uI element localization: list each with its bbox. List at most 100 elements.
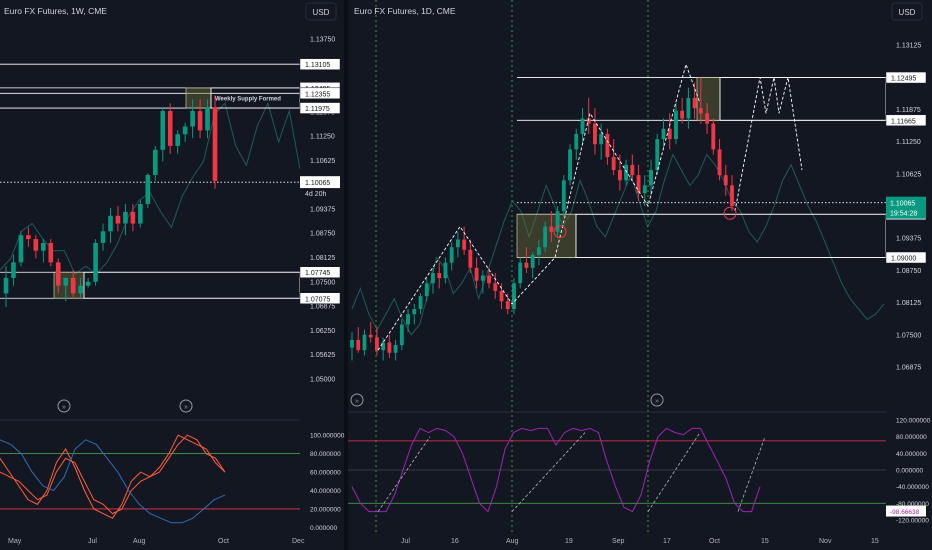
candle-body[interactable]	[449, 247, 454, 263]
candle-body[interactable]	[462, 239, 467, 250]
candle-body[interactable]	[493, 283, 498, 291]
candle-body[interactable]	[499, 290, 504, 302]
candle-body[interactable]	[580, 118, 585, 134]
candle-body[interactable]	[599, 133, 604, 145]
candle-body[interactable]	[123, 211, 128, 224]
candle-body[interactable]	[649, 169, 653, 186]
candle-body[interactable]	[555, 211, 560, 232]
candle-body[interactable]	[356, 339, 361, 351]
candle-body[interactable]	[505, 301, 510, 310]
candle-body[interactable]	[723, 175, 728, 186]
candle-body[interactable]	[636, 175, 641, 194]
candle-body[interactable]	[431, 272, 435, 284]
replay-icon[interactable]: »	[350, 393, 364, 407]
candle-body[interactable]	[536, 247, 541, 255]
candle-body[interactable]	[393, 345, 398, 353]
panel-divider[interactable]	[344, 0, 348, 550]
candle-body[interactable]	[512, 283, 516, 310]
candle-body[interactable]	[468, 249, 473, 268]
candle-body[interactable]	[175, 134, 180, 146]
pivot-marker-circle[interactable]	[553, 225, 567, 239]
candle-body[interactable]	[381, 342, 386, 351]
candle-body[interactable]	[182, 126, 188, 135]
candle-body[interactable]	[692, 97, 697, 109]
candle-body[interactable]	[642, 185, 647, 194]
candle-body[interactable]	[611, 157, 616, 170]
candle-body[interactable]	[399, 324, 404, 346]
candle-body[interactable]	[661, 128, 666, 140]
candle-body[interactable]	[115, 215, 121, 224]
candle-body[interactable]	[561, 180, 566, 212]
candle-body[interactable]	[205, 107, 210, 131]
candle-body[interactable]	[100, 231, 106, 243]
candle-body[interactable]	[130, 211, 136, 224]
candle-body[interactable]	[474, 267, 479, 281]
candle-body[interactable]	[730, 185, 734, 207]
candle-body[interactable]	[605, 133, 610, 158]
candle-body[interactable]	[524, 262, 529, 268]
candle-body[interactable]	[93, 242, 98, 282]
candle-body[interactable]	[686, 97, 691, 119]
candle-body[interactable]	[680, 110, 685, 119]
candle-body[interactable]	[138, 204, 143, 224]
candle-body[interactable]	[455, 239, 460, 248]
candle-body[interactable]	[362, 334, 367, 351]
candle-body[interactable]	[593, 123, 597, 145]
candle-body[interactable]	[63, 277, 69, 286]
candle-body[interactable]	[55, 262, 61, 286]
right-chart-panel[interactable]: 1.131251.125001.118751.112501.106251.100…	[348, 0, 932, 550]
candle-body[interactable]	[617, 169, 622, 181]
candle-body[interactable]	[674, 110, 678, 140]
candle-body[interactable]	[41, 242, 46, 251]
candle-body[interactable]	[549, 226, 554, 232]
candle-body[interactable]	[160, 110, 166, 150]
replay-icon[interactable]: »	[179, 399, 193, 413]
candle-body[interactable]	[406, 314, 410, 325]
candle-body[interactable]	[530, 254, 535, 268]
candle-body[interactable]	[443, 262, 448, 279]
candle-body[interactable]	[655, 139, 660, 170]
candle-body[interactable]	[717, 149, 722, 176]
candle-body[interactable]	[167, 110, 173, 146]
candle-body[interactable]	[667, 128, 672, 140]
candle-body[interactable]	[711, 123, 716, 150]
candle-body[interactable]	[418, 296, 423, 310]
candle-body[interactable]	[85, 281, 91, 286]
candle-body[interactable]	[412, 309, 417, 315]
candle-body[interactable]	[18, 235, 24, 263]
candle-body[interactable]	[630, 164, 635, 176]
candle-body[interactable]	[368, 334, 373, 338]
candle-body[interactable]	[3, 277, 9, 294]
candle-body[interactable]	[487, 275, 491, 284]
candle-body[interactable]	[212, 107, 218, 181]
candle-body[interactable]	[190, 110, 195, 127]
candle-body[interactable]	[437, 272, 442, 279]
candle-body[interactable]	[424, 283, 429, 297]
candle-body[interactable]	[586, 118, 591, 124]
candle-body[interactable]	[574, 133, 579, 150]
candle-body[interactable]	[705, 113, 710, 124]
replay-icon[interactable]: »	[57, 399, 71, 413]
candle-body[interactable]	[78, 285, 83, 294]
candle-body[interactable]	[374, 337, 379, 351]
candle-body[interactable]	[145, 175, 151, 205]
candle-body[interactable]	[48, 242, 54, 263]
candle-body[interactable]	[698, 108, 703, 114]
currency-button-left[interactable]	[305, 2, 337, 21]
candle-body[interactable]	[624, 164, 629, 181]
candle-body[interactable]	[152, 149, 158, 176]
projection-dashed-line[interactable]	[734, 77, 803, 212]
candle-body[interactable]	[70, 277, 76, 294]
candle-body[interactable]	[11, 262, 16, 278]
candle-body[interactable]	[33, 239, 39, 251]
left-chart-panel[interactable]: Weekly Supply Formed 1.137501.131251.125…	[0, 0, 345, 550]
candle-body[interactable]	[518, 262, 523, 284]
candle-body[interactable]	[108, 215, 113, 232]
pivot-marker-circle[interactable]	[723, 206, 737, 220]
candle-body[interactable]	[26, 235, 31, 240]
candle-body[interactable]	[543, 226, 548, 248]
candle-body[interactable]	[387, 342, 392, 353]
candle-body[interactable]	[568, 149, 572, 181]
currency-button-right[interactable]	[891, 2, 923, 21]
candle-body[interactable]	[350, 339, 354, 348]
